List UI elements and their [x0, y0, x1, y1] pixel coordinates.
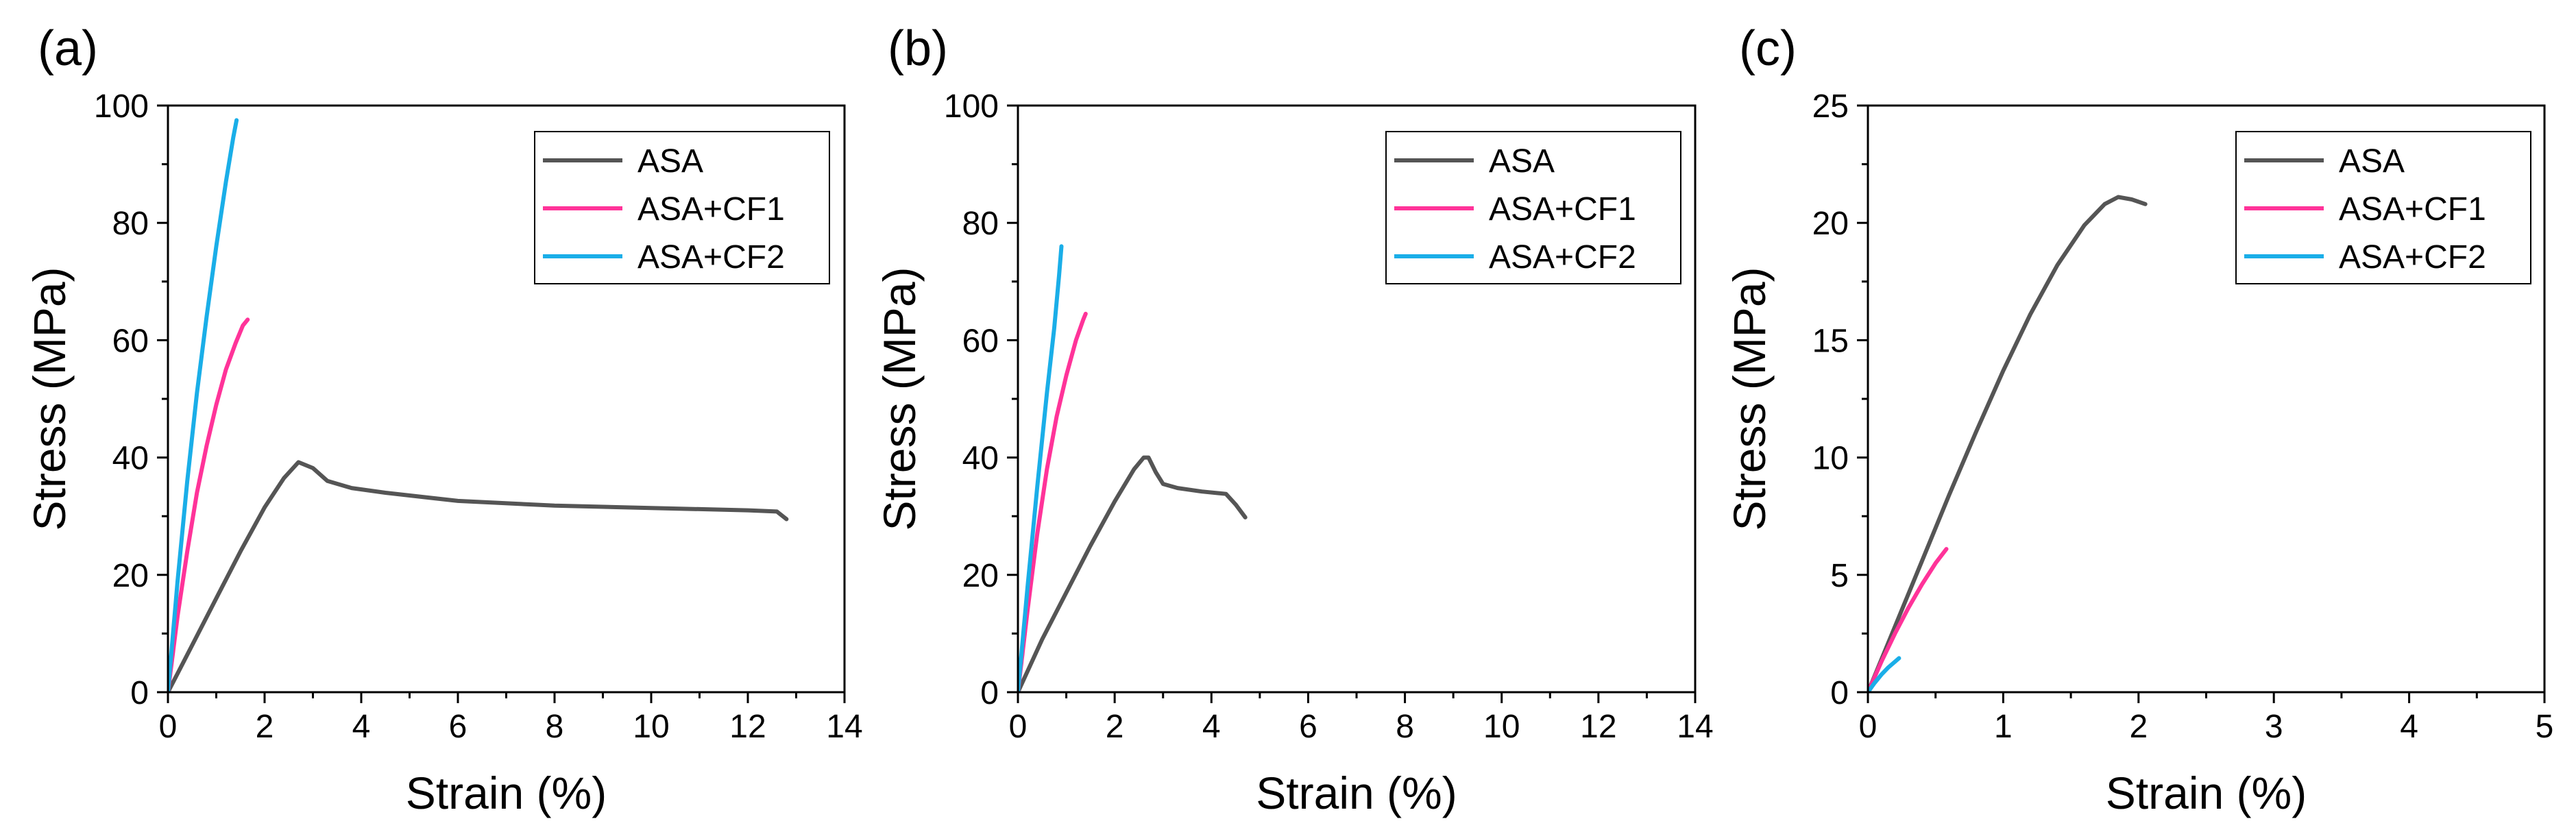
y-tick-label: 20 [112, 558, 149, 594]
y-tick-label: 25 [1812, 88, 1849, 125]
y-axis-title: Stress (MPa) [1724, 267, 1775, 530]
legend: ASA ASA+CF1 ASA+CF2 [2235, 131, 2531, 284]
y-tick-label: 100 [94, 88, 149, 125]
x-tick-label: 4 [2400, 709, 2418, 745]
x-tick-label: 14 [826, 709, 862, 745]
y-tick-label: 10 [1812, 441, 1849, 477]
y-tick-label: 15 [1812, 323, 1849, 359]
chart-panel-b: (b) 0 2 4 6 8 10 12 14 0 20 40 60 80 100 Strain (%) Stre… [874, 21, 1714, 818]
y-tick-label: 20 [962, 558, 999, 594]
series-line-asa-cf2 [168, 118, 239, 692]
y-axis-title: Stress (MPa) [24, 267, 75, 530]
y-tick-label: 60 [962, 323, 999, 359]
panel-label: (b) [888, 21, 948, 76]
legend: ASA ASA+CF1 ASA+CF2 [1385, 131, 1681, 284]
x-axis-title: Strain (%) [2106, 768, 2307, 818]
chart-panel-c: (c) 0 1 2 3 4 5 0 5 10 15 20 25 Strain (%) Stress (MPa… [1724, 21, 2553, 818]
x-tick-label: 6 [1299, 709, 1317, 745]
panel-label: (c) [1739, 21, 1797, 76]
x-tick-label: 0 [159, 709, 178, 745]
legend-label: ASA+CF2 [2339, 239, 2486, 276]
legend-label: ASA [2339, 143, 2405, 180]
x-tick-label: 12 [1580, 709, 1616, 745]
x-axis-title: Strain (%) [406, 768, 607, 818]
series-group [1868, 195, 2148, 692]
y-tick-label: 40 [112, 441, 149, 477]
panel-label: (a) [38, 21, 98, 76]
y-tick-label: 0 [980, 675, 999, 711]
x-tick-label: 4 [1202, 709, 1221, 745]
series-line-asa [1018, 455, 1248, 692]
y-tick-label: 40 [962, 441, 999, 477]
x-tick-label: 2 [1106, 709, 1124, 745]
y-axis-title: Stress (MPa) [874, 267, 925, 530]
x-tick-label: 2 [256, 709, 274, 745]
series-group [168, 118, 789, 692]
x-tick-label: 0 [1859, 709, 1878, 745]
x-tick-label: 10 [633, 709, 669, 745]
series-line-asa-cf1 [1018, 311, 1088, 692]
x-tick-label: 6 [449, 709, 467, 745]
legend-label: ASA+CF2 [1489, 239, 1636, 276]
x-tick-label: 2 [2129, 709, 2148, 745]
x-tick-label: 1 [1994, 709, 2013, 745]
legend-label: ASA [1489, 143, 1555, 180]
legend-label: ASA+CF2 [637, 239, 785, 276]
legend-label: ASA [637, 143, 703, 180]
y-tick-label: 0 [1830, 675, 1849, 711]
series-group [1018, 244, 1248, 692]
legend: ASA ASA+CF1 ASA+CF2 [534, 131, 830, 284]
legend-label: ASA+CF1 [637, 191, 785, 228]
x-tick-label: 3 [2265, 709, 2283, 745]
chart-panel-a: (a) 0 2 4 6 8 10 12 14 0 20 40 60 80 100 Strain (%) Stre… [24, 21, 863, 818]
series-line-asa-cf2 [1018, 244, 1064, 692]
y-tick-label: 60 [112, 323, 149, 359]
x-tick-label: 4 [352, 709, 371, 745]
y-tick-label: 100 [944, 88, 999, 125]
series-line-asa-cf1 [168, 317, 250, 692]
legend-label: ASA+CF1 [1489, 191, 1636, 228]
series-line-asa-cf2 [1868, 656, 1901, 692]
x-tick-label: 5 [2536, 709, 2554, 745]
x-tick-label: 0 [1009, 709, 1028, 745]
x-axis-title: Strain (%) [1256, 768, 1457, 818]
x-tick-label: 12 [729, 709, 766, 745]
series-line-asa-cf1 [1868, 547, 1949, 692]
x-tick-label: 10 [1483, 709, 1520, 745]
y-tick-label: 5 [1830, 558, 1849, 594]
y-tick-label: 20 [1812, 206, 1849, 242]
x-tick-label: 14 [1677, 709, 1713, 745]
series-line-asa [168, 460, 789, 692]
x-tick-label: 8 [1396, 709, 1414, 745]
y-tick-label: 80 [112, 206, 149, 242]
series-line-asa [1868, 195, 2148, 692]
y-tick-label: 0 [130, 675, 149, 711]
legend-label: ASA+CF1 [2339, 191, 2486, 228]
y-tick-label: 80 [962, 206, 999, 242]
x-tick-label: 8 [546, 709, 564, 745]
